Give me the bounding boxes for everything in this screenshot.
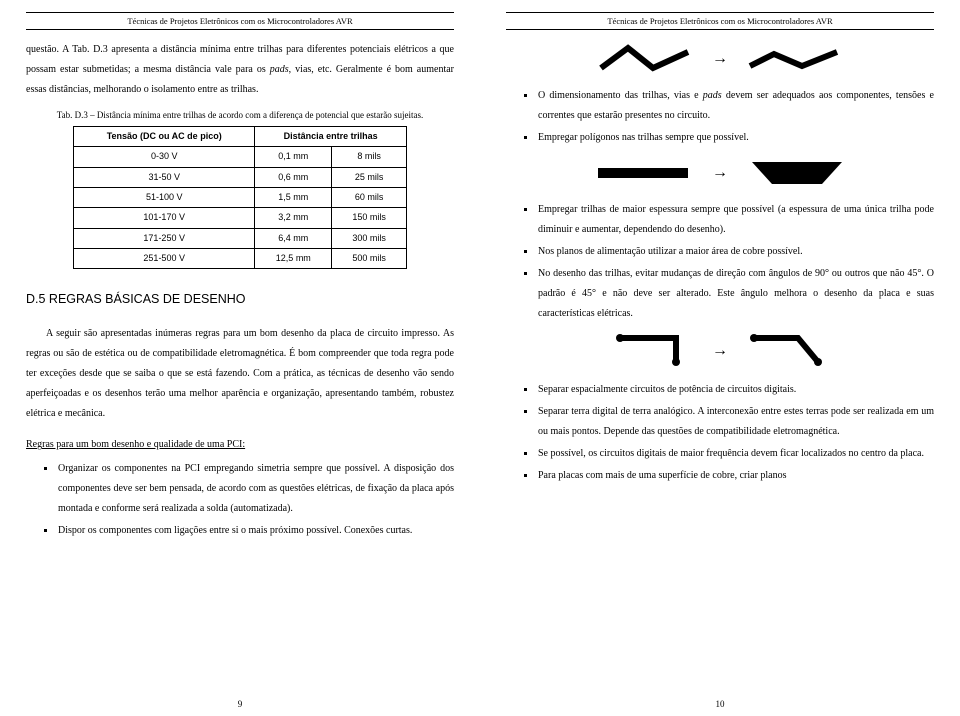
page-right: Técnicas de Projetos Eletrônicos com os … (480, 0, 960, 716)
section-title: D.5 REGRAS BÁSICAS DE DESENHO (26, 289, 454, 310)
table-row: 0-30 V0,1 mm8 mils (74, 147, 407, 167)
rule-item: Nos planos de alimentação utilizar a mai… (536, 242, 934, 262)
paragraph-1: questão. A Tab. D.3 apresenta a distânci… (26, 40, 454, 100)
page-left: Técnicas de Projetos Eletrônicos com os … (0, 0, 480, 716)
trace-after-icon (742, 40, 847, 76)
table-row: 251-500 V12,5 mm500 mils (74, 248, 407, 268)
polygon-trace-icon (742, 154, 852, 190)
diagram-angle: → (506, 330, 934, 370)
rules-list-left: Organizar os componentes na PCI empregan… (26, 459, 454, 541)
rules-list-right-1: O dimensionamento das trilhas, vias e pa… (506, 86, 934, 148)
rule-item: O dimensionamento das trilhas, vias e pa… (536, 86, 934, 126)
table-caption: Tab. D.3 – Distância mínima entre trilha… (26, 110, 454, 122)
table-row: 51-100 V1,5 mm60 mils (74, 188, 407, 208)
rule-item: Separar terra digital de terra analógico… (536, 402, 934, 442)
rule-item: No desenho das trilhas, evitar mudanças … (536, 264, 934, 324)
rules-list-right-2: Empregar trilhas de maior espessura semp… (506, 200, 934, 324)
rule-item: Separar espacialmente circuitos de potên… (536, 380, 934, 400)
page-number: 9 (0, 697, 480, 712)
rule-item: Organizar os componentes na PCI empregan… (56, 459, 454, 519)
diagram-trace-bend: → (506, 40, 934, 76)
table-header-row: Tensão (DC ou AC de pico) Distância entr… (74, 127, 407, 147)
diagram-polygon: → (506, 154, 934, 190)
page-number: 10 (480, 697, 960, 712)
table-row: 31-50 V0,6 mm25 mils (74, 167, 407, 187)
page-header: Técnicas de Projetos Eletrônicos com os … (26, 12, 454, 30)
rule-item: Para placas com mais de uma superfície d… (536, 466, 934, 486)
arrow-icon: → (712, 45, 728, 72)
rules-title: Regras para um bom desenho e qualidade d… (26, 436, 454, 453)
rule-item: Empregar trilhas de maior espessura semp… (536, 200, 934, 240)
arrow-icon: → (712, 159, 728, 186)
page-header: Técnicas de Projetos Eletrônicos com os … (506, 12, 934, 30)
th-distance: Distância entre trilhas (255, 127, 407, 147)
paragraph-2: A seguir são apresentadas inúmeras regra… (26, 324, 454, 424)
table-row: 171-250 V6,4 mm300 mils (74, 228, 407, 248)
thin-trace-icon (588, 154, 698, 190)
th-voltage: Tensão (DC ou AC de pico) (74, 127, 255, 147)
arrow-icon: → (712, 337, 728, 364)
angle-45-icon (742, 330, 832, 370)
rule-item: Dispor os componentes com ligações entre… (56, 521, 454, 541)
angle-90-icon (608, 330, 698, 370)
rule-item: Empregar polígonos nas trilhas sempre qu… (536, 128, 934, 148)
rules-list-right-3: Separar espacialmente circuitos de potên… (506, 380, 934, 486)
rule-item: Se possível, os circuitos digitais de ma… (536, 444, 934, 464)
table-row: 101-170 V3,2 mm150 mils (74, 208, 407, 228)
para1-italic: pads (270, 64, 289, 75)
trace-before-icon (593, 40, 698, 76)
distance-table: Tensão (DC ou AC de pico) Distância entr… (73, 126, 407, 269)
